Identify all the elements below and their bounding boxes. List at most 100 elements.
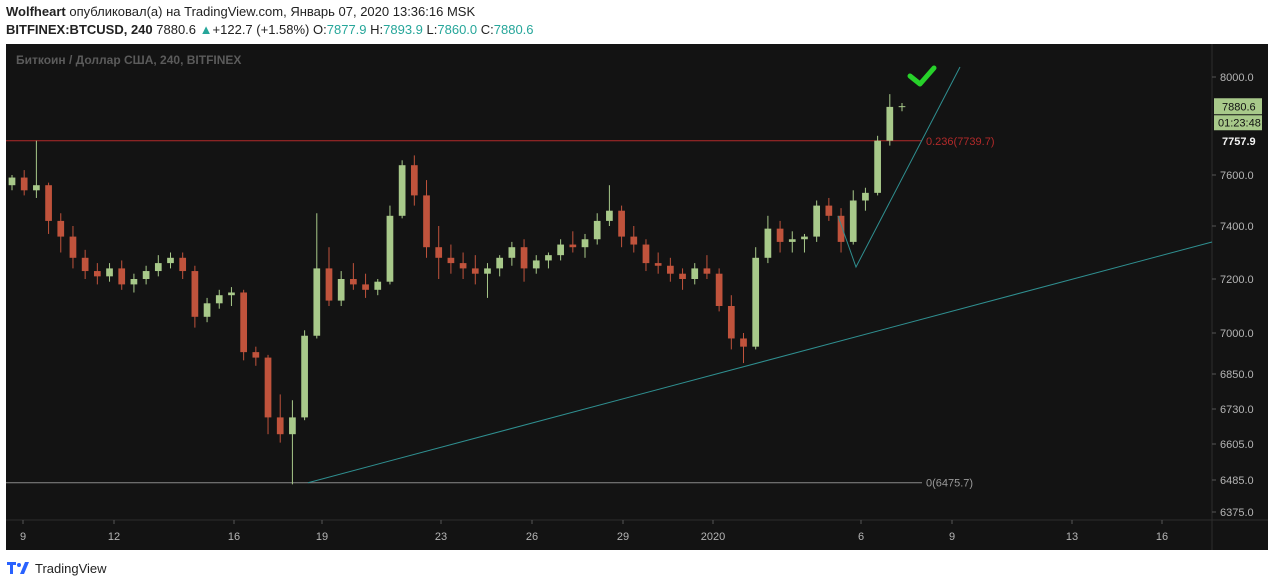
candle-body: [203, 303, 211, 317]
y-tick-label: 7600.0: [1220, 170, 1254, 182]
candle-body: [106, 268, 113, 277]
footer-brand[interactable]: TradingView: [35, 560, 107, 576]
checkmark-icon: [907, 65, 937, 87]
x-tick-label: 29: [617, 531, 629, 543]
last-price: 7880.6: [156, 22, 197, 37]
countdown-box: [1214, 115, 1262, 131]
candle-body: [33, 185, 40, 191]
candle-body: [154, 263, 162, 272]
candle-body: [691, 268, 699, 279]
x-tick-label: 16: [228, 531, 240, 543]
open-value: 7877.9: [326, 22, 367, 37]
fib-label-0: 0(6475.7): [926, 478, 973, 490]
y-tick-label: 7400.0: [1220, 221, 1254, 233]
candle-body: [313, 268, 321, 336]
candle-body: [667, 265, 674, 274]
candle-body: [374, 281, 382, 290]
x-tick-label: 9: [20, 531, 26, 543]
x-tick-label: 19: [316, 531, 328, 543]
price-chart[interactable]: Биткоин / Доллар США, 240, BITFINEX 8000.…: [6, 44, 1268, 550]
candle-body: [142, 271, 150, 279]
last-price-box: [1214, 98, 1262, 115]
candle-body: [410, 165, 418, 196]
candle-body: [508, 247, 516, 258]
price-change: +122.7 (+1.58%): [212, 22, 310, 37]
candle-body: [813, 205, 821, 237]
candle-body: [325, 268, 333, 301]
candle-body: [447, 257, 455, 264]
candle-body: [837, 215, 845, 242]
candle-body: [459, 263, 467, 269]
candle-body: [398, 165, 406, 216]
candle-body: [569, 244, 577, 248]
candle-body: [801, 236, 808, 240]
up-arrow-icon: ▲: [199, 22, 213, 37]
chart-title: Биткоин / Доллар США, 240, BITFINEX: [16, 53, 241, 67]
candle-body: [276, 417, 284, 435]
candle-body: [606, 210, 613, 221]
candle-body: [545, 255, 552, 261]
candle-body: [752, 257, 760, 347]
x-tick-label: 12: [108, 531, 120, 543]
candle-body: [386, 215, 394, 282]
symbol-name[interactable]: BITFINEX:BTCUSD, 240: [6, 22, 153, 37]
candle-body: [20, 177, 28, 191]
last-price-label: 7880.6: [1222, 101, 1256, 113]
candle-body: [788, 239, 796, 242]
candle-body: [81, 257, 89, 272]
candle-body: [862, 192, 869, 201]
candle-body: [581, 239, 589, 248]
close-label: C:: [480, 22, 494, 37]
candle-body: [642, 244, 650, 264]
x-tick-label: 2020: [701, 531, 725, 543]
candle-body: [849, 200, 857, 242]
candle-body: [228, 292, 235, 296]
y-tick-label: 6375.0: [1220, 507, 1254, 519]
candle-body: [593, 220, 601, 240]
candle-body: [557, 244, 564, 256]
candle-body: [167, 257, 174, 264]
x-tick-label: 16: [1156, 531, 1168, 543]
low-value: 7860.0: [437, 22, 478, 37]
candle-body: [423, 195, 430, 248]
candle-body: [874, 140, 881, 193]
candle-body: [264, 357, 272, 418]
candle-body: [520, 247, 528, 269]
candle-body: [215, 295, 223, 304]
publish-info: опубликовал(а) на TradingView.com, Январ…: [69, 4, 476, 19]
symbol-header: BITFINEX:BTCUSD, 240 7880.6 ▲+122.7 (+1.…: [6, 22, 534, 37]
candle-body: [337, 279, 345, 301]
high-label: H:: [370, 22, 384, 37]
candle-body: [484, 268, 491, 274]
candle-body: [740, 338, 747, 347]
candle-body: [825, 205, 833, 216]
candle-body: [764, 228, 772, 258]
candle-body: [630, 236, 638, 245]
y-tick-label: 6485.0: [1220, 475, 1254, 487]
x-tick-label: 23: [435, 531, 447, 543]
publish-header: Wolfheart опубликовал(а) на TradingView.…: [6, 4, 475, 19]
low-label: L:: [426, 22, 438, 37]
candle-body: [435, 247, 443, 258]
candle-body: [252, 352, 260, 358]
candle-body: [618, 210, 625, 237]
candle-body: [118, 268, 126, 285]
countdown-label: 01:23:48: [1218, 117, 1261, 129]
footer: TradingView: [6, 558, 107, 578]
tradingview-logo-icon[interactable]: [6, 560, 30, 576]
candle-body: [93, 271, 101, 277]
candle-body: [240, 292, 247, 353]
candle-body: [496, 257, 504, 269]
candle-body: [898, 106, 906, 108]
candle-body: [45, 185, 52, 221]
author-name[interactable]: Wolfheart: [6, 4, 66, 19]
candle-body: [471, 268, 479, 274]
close-value: 7880.6: [493, 22, 534, 37]
fib-label-0236: 0.236(7739.7): [926, 136, 995, 148]
candle-body: [301, 335, 308, 418]
candle-body: [179, 257, 187, 272]
open-label: O:: [313, 22, 327, 37]
candle-body: [776, 228, 784, 242]
candle-body: [57, 220, 65, 237]
candle-body: [69, 236, 77, 258]
